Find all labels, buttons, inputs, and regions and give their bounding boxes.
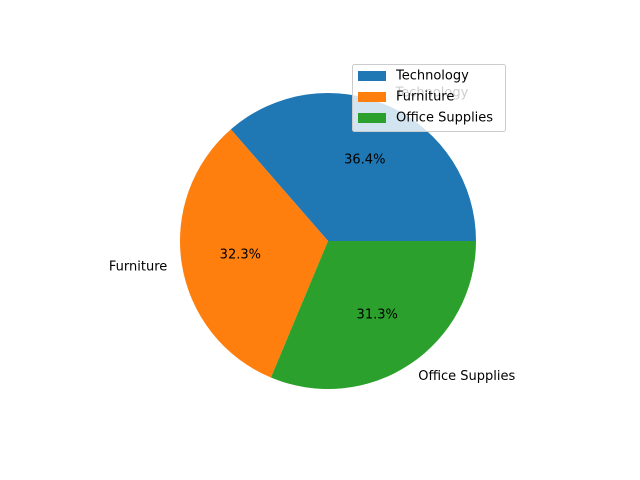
- legend-swatch-furniture: [358, 92, 386, 102]
- legend: Technology Furniture Office Supplies: [352, 64, 506, 132]
- legend-swatch-technology: [358, 71, 386, 81]
- pie-slice-furniture: [179, 129, 328, 378]
- legend-swatch-office-supplies: [358, 113, 386, 123]
- percent-label-furniture: 32.3%: [220, 248, 261, 263]
- percent-labels: 36.4% 32.3% 31.3%: [220, 153, 398, 323]
- legend-frame: [352, 64, 506, 132]
- pie-slices: [179, 92, 477, 389]
- pie-slice-office-supplies: [270, 241, 476, 389]
- percent-label-office-supplies: 31.3%: [357, 307, 398, 322]
- category-label-furniture: Furniture: [109, 259, 167, 274]
- legend-entries: Technology Furniture Office Supplies: [358, 69, 493, 126]
- legend-label-furniture: Furniture: [396, 90, 454, 105]
- legend-label-office-supplies: Office Supplies: [396, 111, 493, 126]
- legend-label-technology: Technology: [395, 69, 469, 84]
- percent-label-technology: 36.4%: [344, 153, 385, 168]
- category-label-office-supplies: Office Supplies: [418, 369, 515, 384]
